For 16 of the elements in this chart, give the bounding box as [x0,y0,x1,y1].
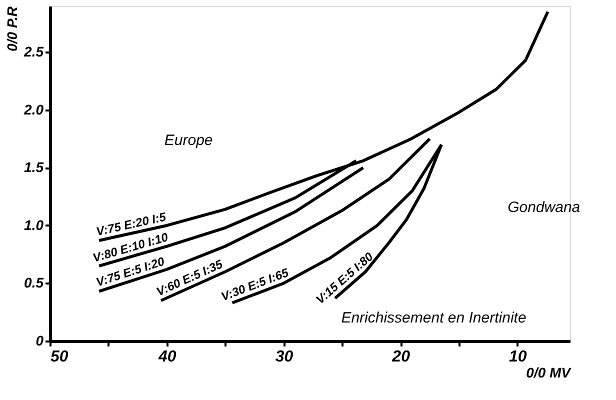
y-tick-label: 2.5 [23,44,44,60]
x-tick-label: 40 [157,348,176,366]
y-tick-label: 0.5 [24,274,44,291]
annotation: Enrichissement en Inertinite [341,310,526,327]
y-axis-title: 0/0 P.R [4,6,20,52]
x-tick-label: 50 [50,348,68,366]
x-axis-title: 0/0 MV [526,364,572,380]
y-tick-label: 2.0 [23,101,44,118]
y-tick-label: 1.0 [24,216,44,233]
annotation: Europe [164,132,213,149]
y-tick-label: 1.5 [24,159,44,176]
y-tick-label: 0 [36,332,44,348]
annotation: Gondwana [508,199,580,216]
x-tick-label: 30 [275,348,294,366]
x-tick-label: 10 [509,348,527,366]
x-tick-label: 20 [391,348,410,366]
